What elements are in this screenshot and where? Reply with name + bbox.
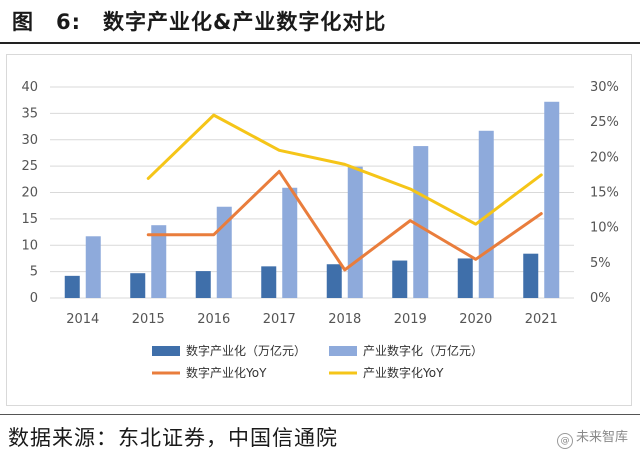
y-tick-label-left: 10 [21, 238, 38, 253]
y-tick-label-left: 35 [21, 106, 38, 121]
legend-industrial-digitalization-yoy-label: 产业数字化YoY [363, 365, 444, 380]
legend-industrial-digitalization-swatch [329, 346, 357, 356]
bars [64, 101, 560, 299]
source-rule [0, 414, 640, 415]
bar-digital-industrialization [523, 253, 539, 298]
y-tick-label-right: 0% [590, 291, 611, 306]
bar-digital-industrialization [326, 264, 342, 298]
x-tick-label: 2020 [459, 312, 492, 327]
y-tick-label-right: 30% [590, 80, 619, 95]
lines [146, 113, 543, 272]
x-tick-label: 2019 [394, 312, 427, 327]
source-note: 数据来源：东北证券，中国信通院 [8, 426, 338, 450]
bar-industrial-digitalization [85, 236, 101, 298]
y-tick-label-left: 20 [21, 186, 38, 201]
axis-ticks: 0 5 10 15 20 25 30 35 40 0% 5% 10% 15% 20% 25% 30% 2014 2… [21, 80, 618, 327]
line-digital-industrialization-yoy [146, 169, 543, 272]
bar-industrial-digitalization [544, 101, 560, 299]
y-tick-label-right: 5% [590, 256, 611, 271]
y-tick-label-left: 5 [30, 265, 38, 280]
bar-digital-industrialization [261, 266, 277, 298]
legend: 数字产业化（万亿元） 产业数字化（万亿元） 数字产业化YoY 产业数字化YoY [152, 343, 483, 380]
legend-digital-industrialization-swatch [152, 346, 180, 356]
bar-industrial-digitalization [151, 225, 167, 298]
combo-chart: 0 5 10 15 20 25 30 35 40 0% 5% 10% 15% 20% 25% 30% 2014 2… [21, 80, 618, 380]
gridlines [50, 86, 574, 299]
x-tick-label: 2018 [328, 312, 361, 327]
x-tick-label: 2017 [263, 312, 296, 327]
x-tick-label: 2015 [132, 312, 165, 327]
bar-industrial-digitalization [347, 166, 363, 298]
legend-digital-industrialization-yoy-label: 数字产业化YoY [186, 365, 267, 380]
y-tick-label-right: 20% [590, 150, 619, 165]
figure-title: 图 6: 数字产业化&产业数字化对比 [12, 10, 387, 34]
x-tick-label: 2014 [66, 312, 99, 327]
bar-digital-industrialization [195, 271, 211, 298]
bar-digital-industrialization [457, 258, 473, 298]
title-rule [0, 42, 640, 44]
y-tick-label-left: 25 [21, 159, 38, 174]
line-industrial-digitalization-yoy [146, 113, 543, 226]
y-tick-label-right: 10% [590, 221, 619, 236]
x-tick-label: 2021 [525, 312, 558, 327]
bar-digital-industrialization [130, 273, 146, 298]
watermark: @ 未来智库 [556, 426, 628, 449]
y-tick-label-right: 15% [590, 186, 619, 201]
y-tick-label-left: 40 [21, 80, 38, 95]
bar-industrial-digitalization [282, 187, 298, 298]
y-tick-label-left: 15 [21, 212, 38, 227]
y-tick-label-right: 25% [590, 115, 619, 130]
legend-industrial-digitalization-label: 产业数字化（万亿元） [363, 343, 483, 358]
legend-digital-industrialization-label: 数字产业化（万亿元） [186, 343, 306, 358]
watermark-text: 未来智库 [575, 430, 628, 445]
bar-digital-industrialization [392, 260, 408, 298]
y-tick-label-left: 30 [21, 133, 38, 148]
watermark-icon: @ [556, 433, 573, 449]
bar-industrial-digitalization [413, 146, 429, 298]
x-tick-label: 2016 [197, 312, 230, 327]
y-tick-label-left: 0 [30, 291, 38, 306]
bar-digital-industrialization [64, 275, 80, 298]
